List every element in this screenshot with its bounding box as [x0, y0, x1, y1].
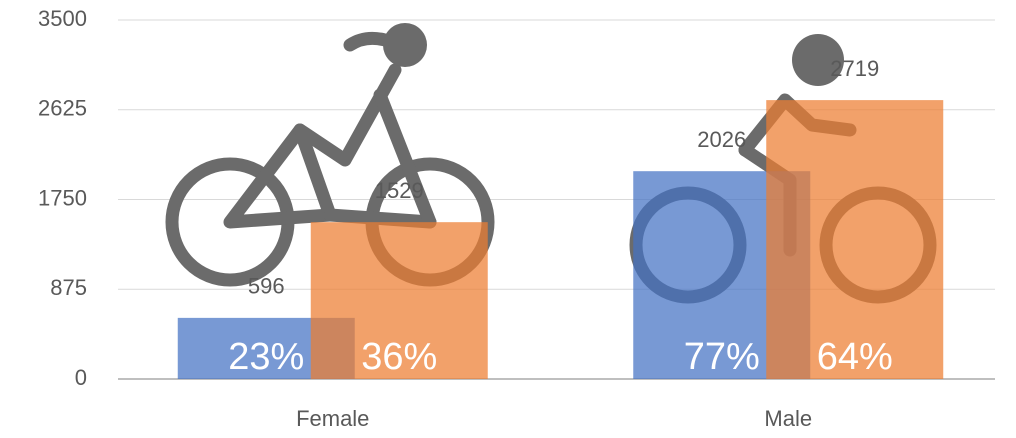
value-label: 596: [248, 274, 285, 299]
y-tick-label: 2625: [38, 96, 87, 121]
y-tick-label: 1750: [38, 185, 87, 210]
y-tick-label: 3500: [38, 6, 87, 31]
value-label: 2026: [697, 127, 746, 152]
y-tick-label: 875: [50, 275, 87, 300]
value-label: 2719: [830, 56, 879, 81]
share-label: 23%: [228, 336, 304, 378]
share-label: 36%: [361, 336, 437, 378]
y-tick-label: 0: [75, 365, 87, 390]
x-tick-label: Female: [296, 406, 369, 431]
share-label: 64%: [817, 336, 893, 378]
value-label: 1529: [375, 178, 424, 203]
chart: 0 875 1750 2625 3500 Female 596 23% 1529 36% Male 2…: [0, 0, 1016, 438]
share-label: 77%: [684, 336, 760, 378]
x-tick-label: Male: [764, 406, 812, 431]
